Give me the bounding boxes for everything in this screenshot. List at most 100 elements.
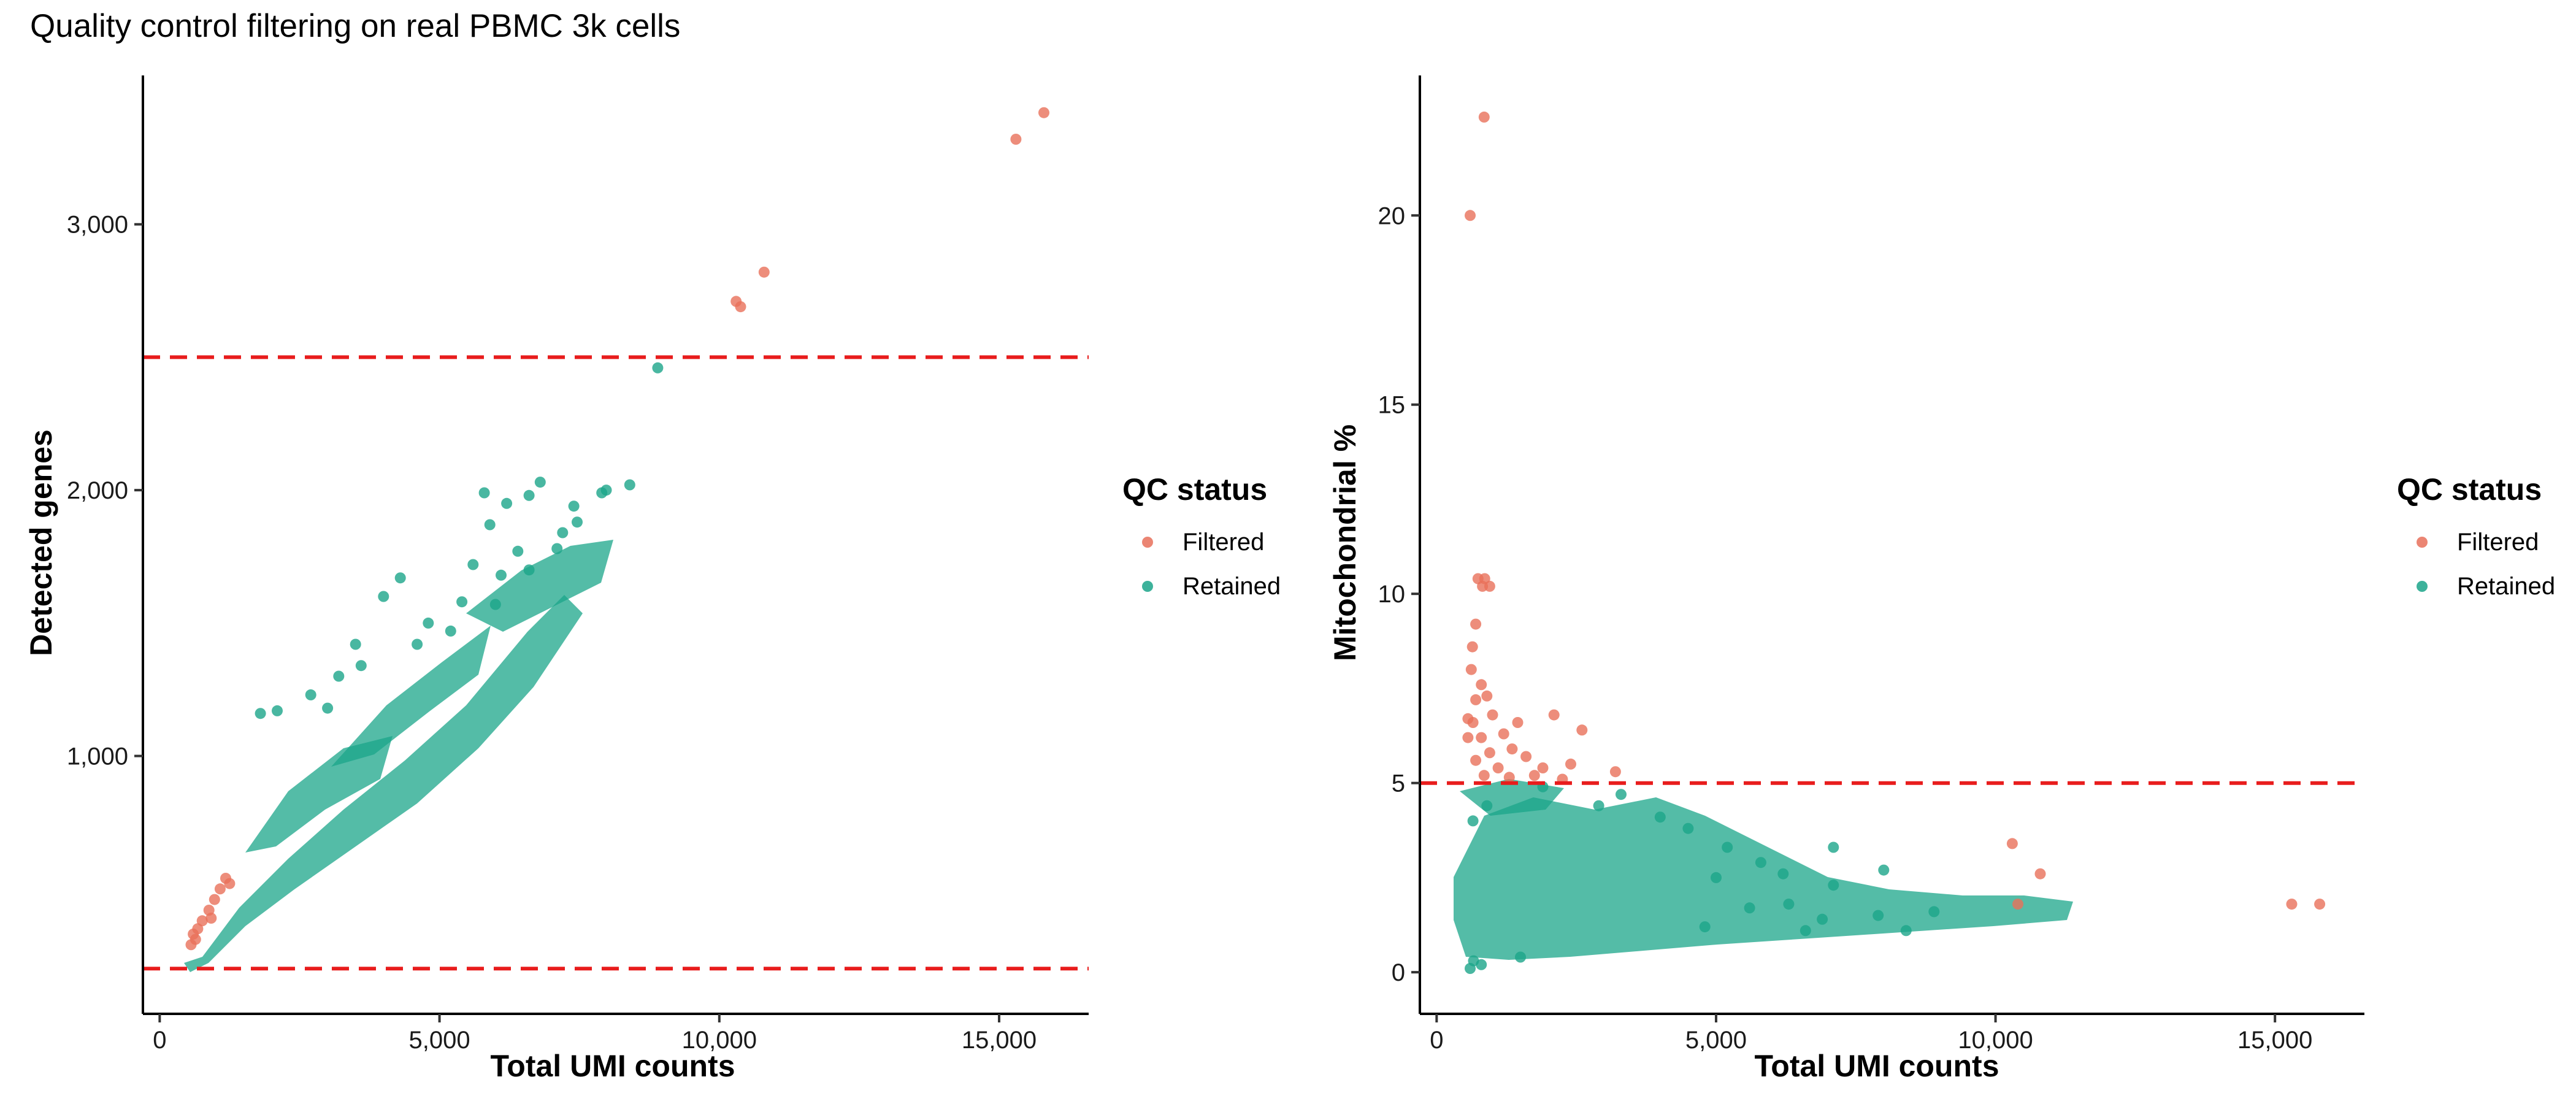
- point-retained: [501, 497, 513, 509]
- point-filtered: [1609, 766, 1621, 778]
- page-title: Quality control filtering on real PBMC 3…: [30, 8, 681, 44]
- legend-label-filtered: Filtered: [1183, 529, 1264, 556]
- point-filtered: [1498, 728, 1509, 740]
- point-filtered: [1010, 134, 1022, 145]
- point-retained: [322, 702, 334, 714]
- point-filtered: [1465, 210, 1476, 221]
- point-filtered: [2012, 899, 2023, 910]
- x-tick-label: 0: [153, 1027, 166, 1054]
- point-filtered: [1470, 754, 1482, 766]
- point-filtered: [1484, 580, 1495, 592]
- point-retained: [523, 489, 535, 501]
- x-tick-label: 15,000: [2237, 1027, 2312, 1054]
- point-retained: [456, 596, 468, 608]
- legend-label-retained: Retained: [2457, 573, 2555, 600]
- point-retained: [484, 519, 496, 531]
- legend: QC status Filtered Retained: [2397, 472, 2555, 600]
- point-filtered: [1476, 732, 1487, 743]
- point-retained: [1476, 959, 1487, 970]
- point-retained: [572, 516, 583, 528]
- point-filtered: [1576, 724, 1588, 736]
- point-retained: [1755, 857, 1766, 868]
- x-tick-label: 15,000: [962, 1027, 1037, 1054]
- point-retained: [1900, 925, 1912, 937]
- legend: QC status Filtered Retained: [1122, 472, 1281, 600]
- point-retained: [355, 660, 367, 672]
- point-retained: [1722, 841, 1733, 853]
- point-filtered: [1512, 717, 1524, 728]
- y-axis-title: Mitochondrial %: [1328, 424, 1362, 661]
- point-filtered: [1506, 743, 1518, 755]
- x-axis-title: Total UMI counts: [490, 1049, 735, 1083]
- point-retained: [350, 638, 361, 650]
- retained-cell-cloud: [184, 540, 613, 972]
- x-axis-title: Total UMI counts: [1754, 1049, 1999, 1083]
- point-retained: [568, 500, 580, 512]
- point-filtered: [1520, 751, 1532, 762]
- point-retained: [1783, 899, 1795, 910]
- point-filtered: [205, 913, 217, 924]
- point-retained: [478, 487, 490, 499]
- point-retained: [305, 689, 316, 700]
- point-filtered: [2034, 868, 2046, 880]
- y-tick-label: 3,000: [67, 212, 128, 239]
- legend-key-retained: [1142, 581, 1153, 592]
- point-retained: [1593, 800, 1604, 811]
- x-tick-label: 5,000: [1685, 1027, 1747, 1054]
- y-tick-label: 15: [1378, 392, 1406, 419]
- point-retained: [255, 708, 266, 719]
- point-filtered: [735, 301, 746, 313]
- point-retained: [523, 564, 535, 576]
- point-filtered: [1478, 770, 1490, 781]
- point-retained: [1699, 921, 1711, 933]
- x-tick-label: 10,000: [682, 1027, 757, 1054]
- point-filtered: [1481, 690, 1493, 702]
- legend-key-retained: [2417, 581, 2428, 592]
- point-retained: [1515, 951, 1526, 963]
- point-retained: [1878, 864, 1890, 876]
- point-retained: [467, 559, 479, 570]
- point-retained: [1467, 815, 1479, 827]
- point-retained: [534, 477, 546, 488]
- panel-mito-vs-umi: 0 5,000 10,000 15,000 0 5 10 15 20 Total UMI cou…: [1328, 75, 2555, 1083]
- y-tick-label: 5: [1392, 770, 1405, 797]
- panel-genes-vs-umi: 0 5,000 10,000 15,000 1,000 2,000 3,000 Total …: [24, 75, 1281, 1083]
- point-filtered: [2286, 899, 2298, 910]
- point-retained: [1744, 902, 1755, 914]
- point-filtered: [1565, 758, 1576, 770]
- point-filtered: [758, 266, 770, 278]
- point-filtered: [1487, 709, 1498, 721]
- point-retained: [423, 617, 434, 629]
- point-retained: [1817, 913, 1828, 925]
- point-retained: [496, 569, 507, 581]
- point-filtered: [1492, 762, 1504, 773]
- point-filtered: [2314, 899, 2326, 910]
- point-retained: [1873, 910, 1884, 921]
- point-retained: [412, 638, 423, 650]
- point-retained: [272, 705, 283, 716]
- point-retained: [1800, 925, 1811, 937]
- point-retained: [1654, 811, 1666, 823]
- y-tick-label: 1,000: [67, 743, 128, 770]
- point-retained: [652, 362, 664, 374]
- point-retained: [624, 479, 635, 491]
- point-retained: [1711, 872, 1722, 883]
- y-tick-label: 20: [1378, 202, 1406, 229]
- point-filtered: [1470, 694, 1482, 705]
- point-retained: [596, 487, 608, 499]
- point-retained: [1928, 906, 1940, 918]
- point-filtered: [1465, 664, 1477, 675]
- point-filtered: [1537, 762, 1549, 773]
- legend-key-filtered: [2417, 537, 2428, 548]
- legend-title: QC status: [1122, 472, 1267, 507]
- point-retained: [445, 625, 456, 637]
- point-filtered: [1038, 107, 1049, 118]
- point-filtered: [1484, 747, 1495, 759]
- point-filtered: [1478, 111, 1490, 123]
- point-filtered: [224, 878, 236, 889]
- point-retained: [1682, 822, 1694, 834]
- point-retained: [1481, 800, 1493, 811]
- legend-title: QC status: [2397, 472, 2542, 507]
- point-filtered: [1548, 709, 1560, 721]
- point-retained: [512, 545, 524, 557]
